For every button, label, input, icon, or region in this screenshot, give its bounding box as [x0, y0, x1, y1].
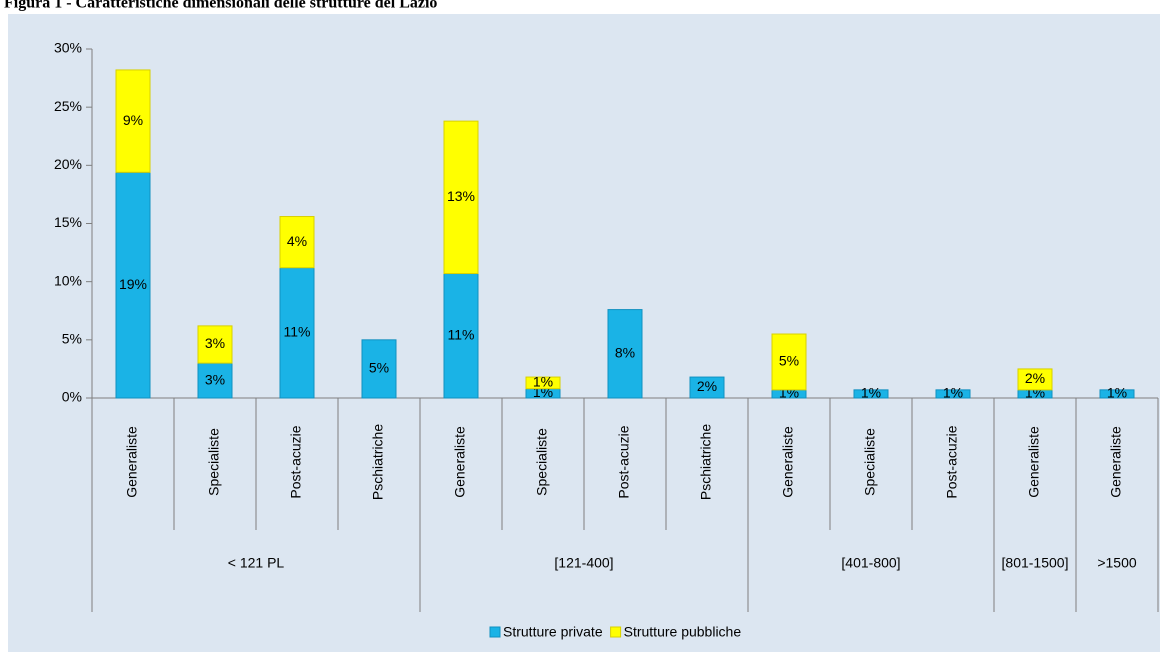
chart-title: Figura 1 - Caratteristiche dimensionali …: [4, 0, 437, 12]
group-label: [121-400]: [554, 555, 613, 571]
x-tick-label: Pschiatriche: [698, 424, 714, 500]
x-tick-label: Generaliste: [452, 426, 468, 498]
x-tick-label: Specialiste: [534, 428, 550, 496]
x-tick-label: Specialiste: [206, 428, 222, 496]
data-label: 1%: [1107, 385, 1127, 401]
bar-segment: [689, 376, 725, 399]
x-tick-label: Generaliste: [1026, 426, 1042, 498]
x-tick-label: Generaliste: [124, 426, 140, 498]
bar-segment: [525, 376, 561, 390]
data-label: 2%: [1025, 370, 1045, 386]
data-label: 11%: [448, 326, 475, 342]
data-label: 3%: [205, 335, 225, 351]
legend-label: Strutture private: [503, 624, 603, 640]
bar-segment: [361, 339, 397, 399]
bar-segment: [115, 69, 151, 173]
data-label: 19%: [119, 276, 147, 292]
data-label: 8%: [615, 344, 635, 360]
bar-segment: [1099, 389, 1135, 399]
y-tick-label: 15%: [54, 214, 82, 230]
data-label: 3%: [205, 371, 225, 387]
x-tick-label: Generaliste: [780, 426, 796, 498]
bar-segment: [443, 120, 479, 275]
y-tick-label: 10%: [54, 272, 82, 288]
bar-segment: [607, 309, 643, 399]
x-tick-label: Post-acuzie: [616, 425, 632, 498]
data-label: 1%: [533, 374, 553, 390]
bar-segment: [1017, 368, 1053, 391]
bar-segment: [935, 389, 971, 399]
bar-segment: [197, 325, 233, 364]
bar-segment: [115, 171, 151, 399]
x-tick-label: Specialiste: [862, 428, 878, 496]
y-tick-label: 30%: [54, 40, 82, 56]
x-tick-label: Post-acuzie: [288, 425, 304, 498]
y-tick-label: 5%: [62, 331, 82, 347]
data-label: 5%: [779, 353, 799, 369]
data-label: 13%: [447, 188, 475, 204]
data-label: 11%: [284, 324, 311, 340]
y-tick-label: 20%: [54, 156, 82, 172]
bar-segment: [853, 389, 889, 399]
data-label: 9%: [123, 112, 143, 128]
data-label: 1%: [943, 385, 963, 401]
y-tick-label: 25%: [54, 98, 82, 114]
x-tick-label: Pschiatriche: [370, 424, 386, 500]
y-tick-label: 0%: [62, 389, 82, 405]
legend-label: Strutture pubbliche: [624, 624, 742, 640]
group-label: >1500: [1097, 555, 1137, 571]
bar-segment: [279, 267, 315, 399]
data-label: 2%: [697, 378, 717, 394]
x-tick-label: Post-acuzie: [944, 425, 960, 498]
data-label: 1%: [861, 385, 881, 401]
legend-swatch: [610, 626, 622, 638]
data-label: 5%: [369, 360, 389, 376]
bar-segment: [771, 333, 807, 391]
x-tick-label: Generaliste: [1108, 426, 1124, 498]
bar-segment: [443, 273, 479, 399]
data-label: 4%: [287, 233, 307, 249]
group-label: [401-800]: [841, 555, 900, 571]
group-label: < 121 PL: [228, 555, 285, 571]
bar-segment: [279, 216, 315, 269]
legend-swatch: [489, 626, 501, 638]
group-label: [801-1500]: [1002, 555, 1069, 571]
